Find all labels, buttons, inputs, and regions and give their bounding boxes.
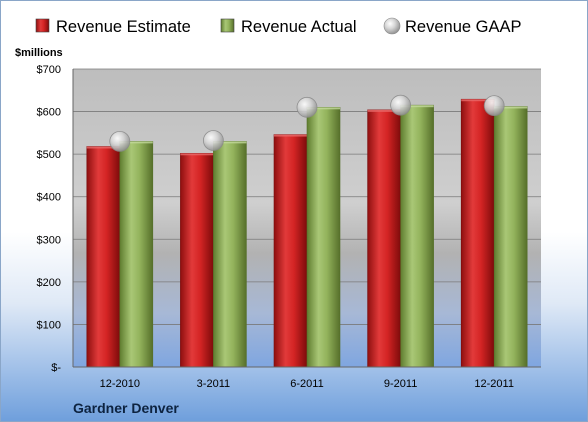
y-tick-label: $600	[37, 107, 61, 119]
legend-swatch	[35, 18, 50, 33]
y-tick-label: $400	[37, 192, 61, 204]
actual-bar	[119, 141, 154, 368]
company-name: Gardner Denver	[73, 400, 179, 416]
estimate-bar	[273, 134, 308, 368]
x-tick-label: 3-2011	[197, 378, 230, 390]
bar-highlight	[86, 146, 120, 149]
bar-highlight	[494, 106, 528, 109]
legend-label: Revenue Estimate	[56, 18, 191, 36]
y-axis-label: $millions	[15, 47, 63, 59]
y-tick-label: $500	[37, 149, 61, 161]
bar-highlight	[180, 153, 214, 156]
actual-bar	[213, 141, 247, 368]
y-tick-label: $100	[37, 319, 61, 331]
bar-highlight	[307, 107, 340, 110]
y-tick-label: $200	[37, 277, 61, 289]
gaap-marker	[109, 130, 131, 152]
y-tick-label: $700	[37, 64, 61, 76]
bar-highlight	[119, 141, 153, 144]
x-tick-label: 12-2011	[474, 378, 514, 390]
legend-swatch	[220, 18, 235, 33]
bar-highlight	[367, 109, 401, 112]
gaap-marker	[483, 95, 505, 117]
x-tick-label: 12-2010	[100, 378, 140, 390]
gaap-marker	[202, 130, 224, 151]
gaap-marker	[296, 96, 318, 118]
y-tick-label: $300	[37, 234, 61, 246]
bar-highlight	[213, 141, 247, 144]
estimate-bar	[86, 146, 121, 368]
estimate-bar	[460, 98, 495, 368]
actual-bar	[306, 107, 341, 368]
x-tick-label: 6-2011	[290, 378, 323, 390]
bar-highlight	[461, 99, 495, 102]
x-tick-label: 9-2011	[384, 378, 417, 390]
legend-label: Revenue GAAP	[405, 18, 521, 36]
actual-bar	[493, 106, 528, 368]
y-tick-label: $-	[51, 362, 61, 374]
actual-bar	[400, 104, 434, 368]
gaap-marker	[390, 94, 412, 116]
legend-label: Revenue Actual	[241, 18, 357, 36]
estimate-bar	[180, 152, 214, 368]
bar-highlight	[274, 134, 307, 137]
legend-swatch	[383, 17, 401, 35]
bar-highlight	[400, 105, 434, 108]
estimate-bar	[367, 109, 401, 368]
